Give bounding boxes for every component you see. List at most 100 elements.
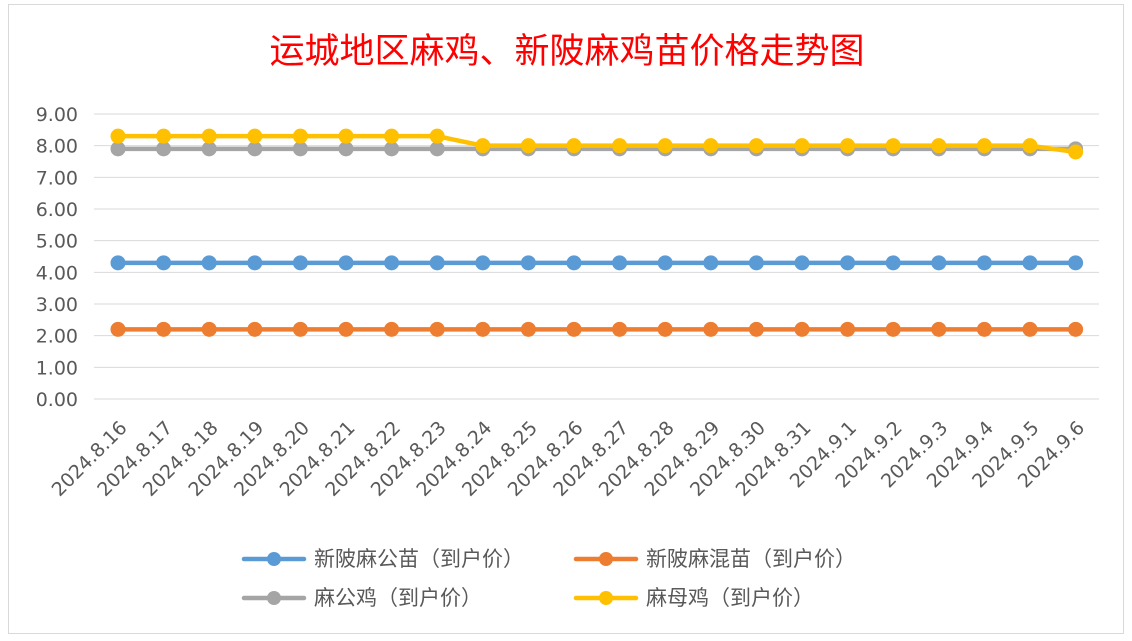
data-point: [475, 255, 491, 271]
data-point: [429, 128, 445, 144]
data-point: [201, 128, 217, 144]
data-point: [840, 321, 856, 337]
data-point: [566, 255, 582, 271]
data-point: [1068, 255, 1084, 271]
y-tick-label: 0.00: [36, 389, 78, 411]
data-point: [1022, 255, 1038, 271]
legend-item: 麻公鸡（到户价）: [241, 586, 482, 610]
data-point: [1022, 138, 1038, 154]
legend-swatch-marker: [599, 552, 613, 566]
data-point: [931, 321, 947, 337]
data-point: [110, 321, 126, 337]
data-point: [885, 138, 901, 154]
data-point: [1068, 144, 1084, 160]
data-point: [384, 321, 400, 337]
data-point: [156, 128, 172, 144]
data-point: [429, 321, 445, 337]
data-point: [247, 128, 263, 144]
y-axis: 0.00 1.00 2.00 3.00 4.00 5.00 6.00 7.00 8.00 9.00: [36, 104, 78, 411]
legend-item: 新陂麻混苗（到户价）: [573, 547, 856, 571]
chart-frame: 运城地区麻鸡、新陂麻鸡苗价格走势图 0.00 1.00 2.00 3.00 4.00 5.…: [8, 4, 1124, 634]
data-point: [976, 321, 992, 337]
data-point: [703, 321, 719, 337]
y-tick-label: 6.00: [36, 199, 78, 221]
data-point: [292, 321, 308, 337]
data-point: [247, 255, 263, 271]
legend-label: 麻母鸡（到户价）: [646, 586, 814, 610]
data-point: [110, 128, 126, 144]
y-tick-label: 4.00: [36, 262, 78, 284]
data-point: [292, 141, 308, 157]
series-4: [110, 128, 1084, 160]
data-point: [156, 255, 172, 271]
data-point: [794, 255, 810, 271]
data-point: [475, 321, 491, 337]
data-point: [657, 255, 673, 271]
data-point: [338, 128, 354, 144]
series-line: [115, 133, 1078, 155]
chart-title: 运城地区麻鸡、新陂麻鸡苗价格走势图: [269, 32, 864, 72]
data-point: [976, 138, 992, 154]
data-point: [292, 128, 308, 144]
data-point: [520, 138, 536, 154]
data-point: [338, 255, 354, 271]
data-point: [794, 321, 810, 337]
data-point: [566, 138, 582, 154]
data-point: [885, 255, 901, 271]
data-point: [156, 321, 172, 337]
data-point: [931, 255, 947, 271]
legend-label: 麻公鸡（到户价）: [314, 586, 482, 610]
data-point: [384, 255, 400, 271]
gridlines: [94, 113, 1099, 400]
y-tick-label: 2.00: [36, 326, 78, 348]
data-point: [201, 255, 217, 271]
y-tick-label: 9.00: [36, 104, 78, 126]
legend-label: 新陂麻公苗（到户价）: [314, 547, 524, 571]
x-axis: 2024.8.162024.8.172024.8.182024.8.192024…: [48, 417, 1090, 501]
data-point: [429, 255, 445, 271]
data-point: [703, 138, 719, 154]
data-point: [110, 141, 126, 157]
data-point: [110, 255, 126, 271]
data-point: [657, 321, 673, 337]
data-point: [612, 321, 628, 337]
data-point: [201, 321, 217, 337]
data-point: [612, 255, 628, 271]
data-point: [840, 138, 856, 154]
plot-area: [110, 128, 1084, 337]
data-point: [1068, 321, 1084, 337]
series-1: [110, 255, 1084, 271]
data-point: [794, 138, 810, 154]
data-point: [520, 255, 536, 271]
legend-item: 新陂麻公苗（到户价）: [241, 547, 524, 571]
legend-swatch-marker: [267, 591, 281, 605]
data-point: [338, 321, 354, 337]
data-point: [201, 141, 217, 157]
data-point: [338, 141, 354, 157]
data-point: [703, 255, 719, 271]
legend-swatch-marker: [267, 552, 281, 566]
y-tick-label: 8.00: [36, 136, 78, 158]
data-point: [292, 255, 308, 271]
data-point: [931, 138, 947, 154]
data-point: [384, 128, 400, 144]
y-tick-label: 7.00: [36, 167, 78, 189]
data-point: [247, 141, 263, 157]
legend-item: 麻母鸡（到户价）: [573, 586, 814, 610]
data-point: [657, 138, 673, 154]
data-point: [885, 321, 901, 337]
data-point: [156, 141, 172, 157]
data-point: [748, 255, 764, 271]
y-tick-label: 1.00: [36, 357, 78, 379]
data-point: [566, 321, 582, 337]
data-point: [748, 321, 764, 337]
legend: 新陂麻公苗（到户价） 新陂麻混苗（到户价） 麻公鸡（到户价） 麻母鸡（到户价）: [241, 547, 856, 610]
data-point: [384, 141, 400, 157]
data-point: [429, 141, 445, 157]
series-2: [110, 321, 1084, 337]
data-point: [976, 255, 992, 271]
data-point: [612, 138, 628, 154]
data-point: [520, 321, 536, 337]
chart: 运城地区麻鸡、新陂麻鸡苗价格走势图 0.00 1.00 2.00 3.00 4.00 5.…: [36, 32, 1099, 610]
data-point: [748, 138, 764, 154]
